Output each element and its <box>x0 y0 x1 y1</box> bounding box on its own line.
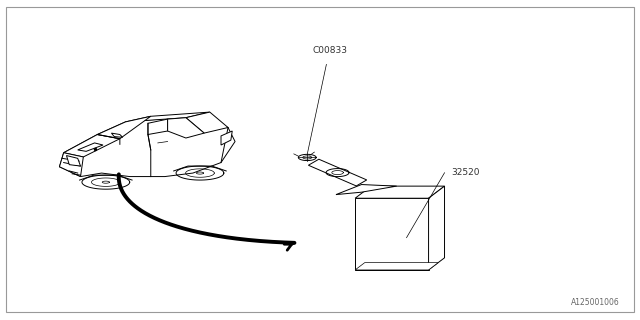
Text: A125001006: A125001006 <box>572 298 620 307</box>
Polygon shape <box>308 159 367 186</box>
Polygon shape <box>125 112 210 122</box>
Text: 32520: 32520 <box>451 168 479 177</box>
Polygon shape <box>111 133 123 137</box>
Polygon shape <box>148 119 168 134</box>
Polygon shape <box>355 198 429 270</box>
Polygon shape <box>168 118 204 138</box>
Polygon shape <box>429 186 445 270</box>
Polygon shape <box>355 186 445 198</box>
Polygon shape <box>60 153 83 177</box>
Polygon shape <box>221 131 232 145</box>
Polygon shape <box>60 117 235 177</box>
Polygon shape <box>355 263 438 270</box>
Polygon shape <box>63 134 120 157</box>
Polygon shape <box>186 112 228 133</box>
Polygon shape <box>77 143 103 151</box>
Polygon shape <box>67 156 81 166</box>
Polygon shape <box>97 116 151 139</box>
Polygon shape <box>336 185 397 195</box>
Text: C00833: C00833 <box>312 46 347 55</box>
